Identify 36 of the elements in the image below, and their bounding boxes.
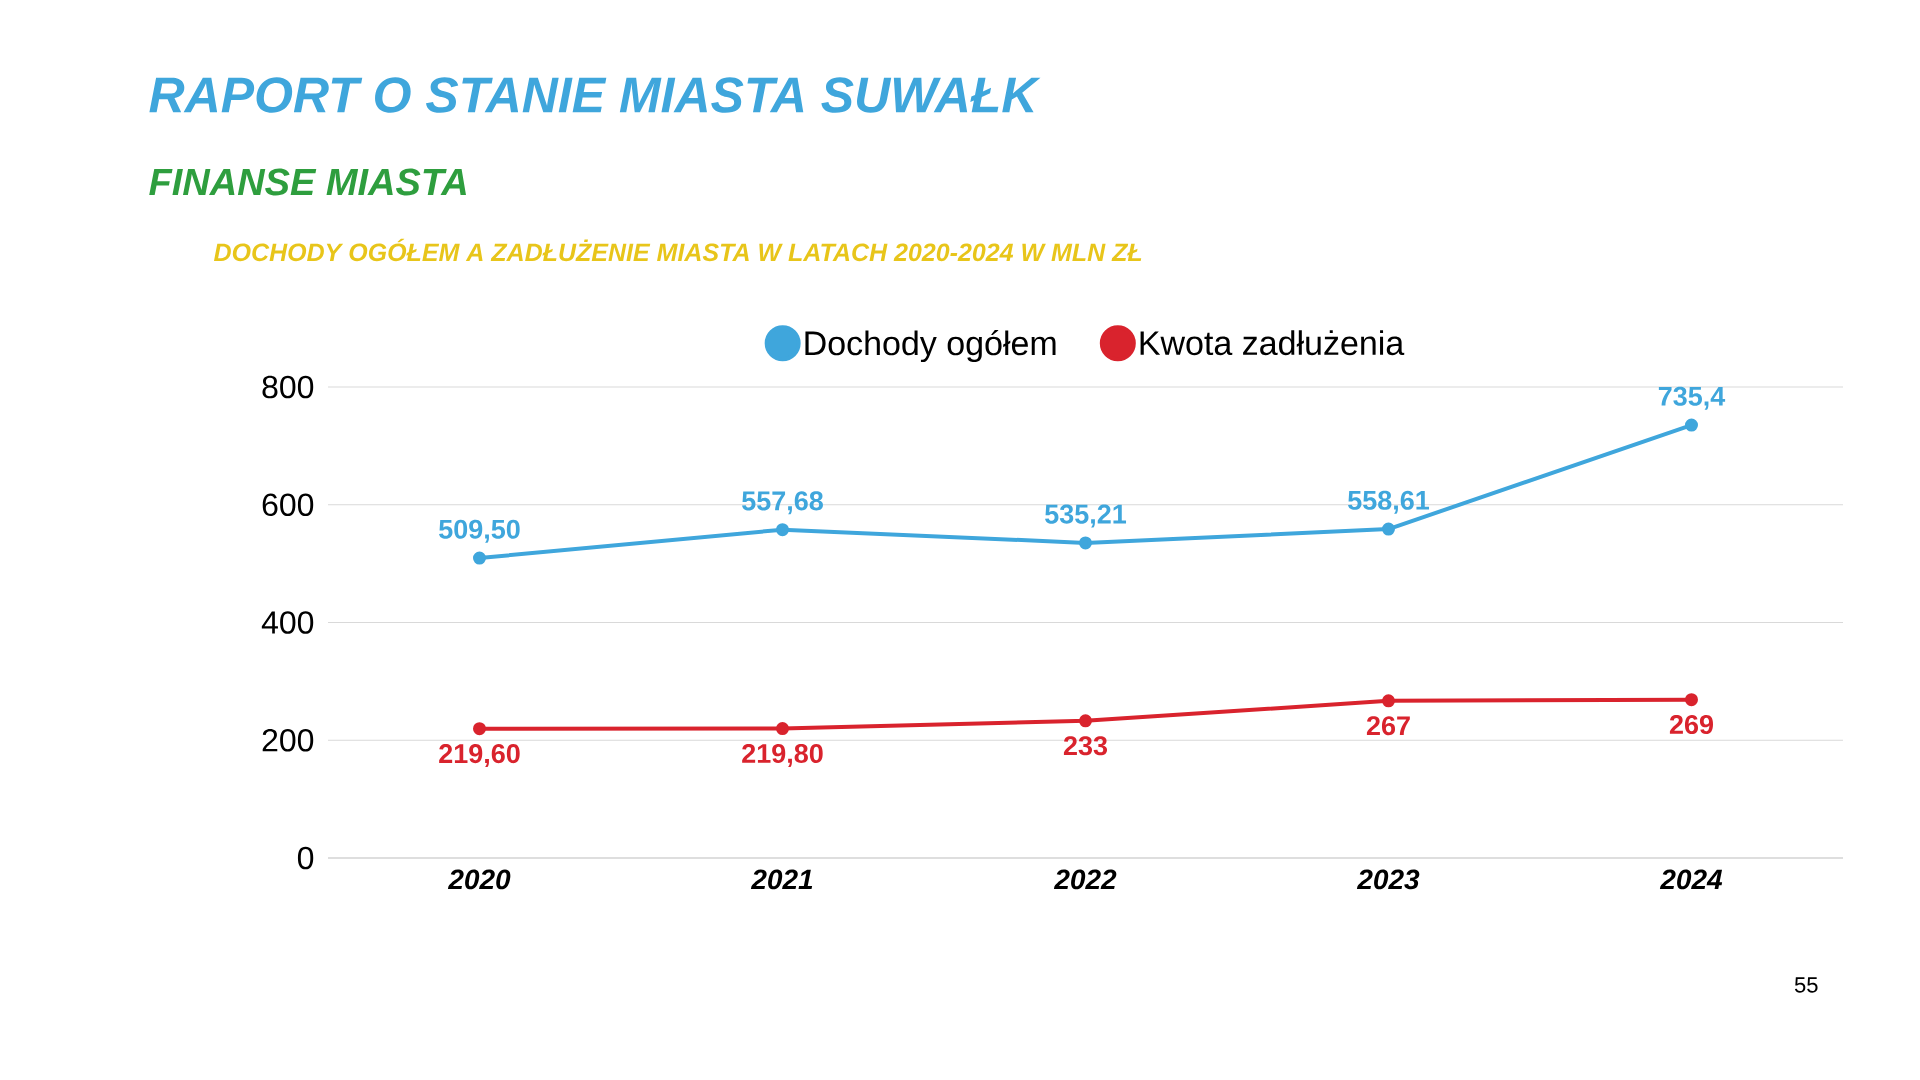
data-label: 267 bbox=[1366, 716, 1410, 736]
y-tick-label: 600 bbox=[262, 493, 314, 517]
x-tick-label: 2022 bbox=[1053, 869, 1117, 890]
point bbox=[1684, 693, 1698, 707]
y-tick-label: 0 bbox=[297, 846, 314, 870]
chart-subtitle: FINANSE MIASTA bbox=[149, 168, 466, 196]
text: DOCHODY OGÓŁEM A ZADŁUŻENIE MIASTA W LATACH 2020-2024 W MLN ZŁ bbox=[213, 238, 1142, 262]
point bbox=[776, 523, 789, 537]
data-label: 558,61 bbox=[1348, 490, 1430, 514]
x-tick-label: 2024 bbox=[1659, 869, 1723, 890]
point bbox=[1381, 694, 1395, 708]
text: 55 bbox=[1794, 977, 1818, 993]
point bbox=[473, 551, 486, 565]
y-tick-label: 200 bbox=[262, 728, 314, 752]
y-tick-label: 800 bbox=[262, 375, 314, 399]
point bbox=[1684, 418, 1698, 432]
data-label: 219,80 bbox=[742, 743, 823, 767]
legend-label: Kwota zadłużenia bbox=[1140, 330, 1405, 356]
point bbox=[1078, 714, 1092, 728]
data-label: 735,4 bbox=[1658, 386, 1726, 410]
point bbox=[1078, 536, 1092, 550]
point bbox=[776, 722, 789, 736]
chart-title: RAPORT O STANIE MIASTA SUWAŁK bbox=[149, 77, 1041, 113]
data-label: 233 bbox=[1063, 736, 1108, 756]
x-tick-label: 2020 bbox=[447, 869, 511, 890]
data-label: 509,50 bbox=[439, 519, 520, 543]
point bbox=[473, 722, 486, 736]
data-label: 269 bbox=[1669, 714, 1714, 735]
data-label: 557,68 bbox=[742, 491, 823, 515]
legend-label: Dochody ogółem bbox=[805, 329, 1056, 363]
x-tick-label: 2023 bbox=[1356, 869, 1420, 890]
x-tick-label: 2021 bbox=[750, 869, 813, 890]
data-label: 219,60 bbox=[439, 744, 520, 768]
y-tick-label: 400 bbox=[261, 611, 314, 634]
point bbox=[1381, 522, 1395, 536]
data-label: 535,21 bbox=[1045, 504, 1127, 528]
